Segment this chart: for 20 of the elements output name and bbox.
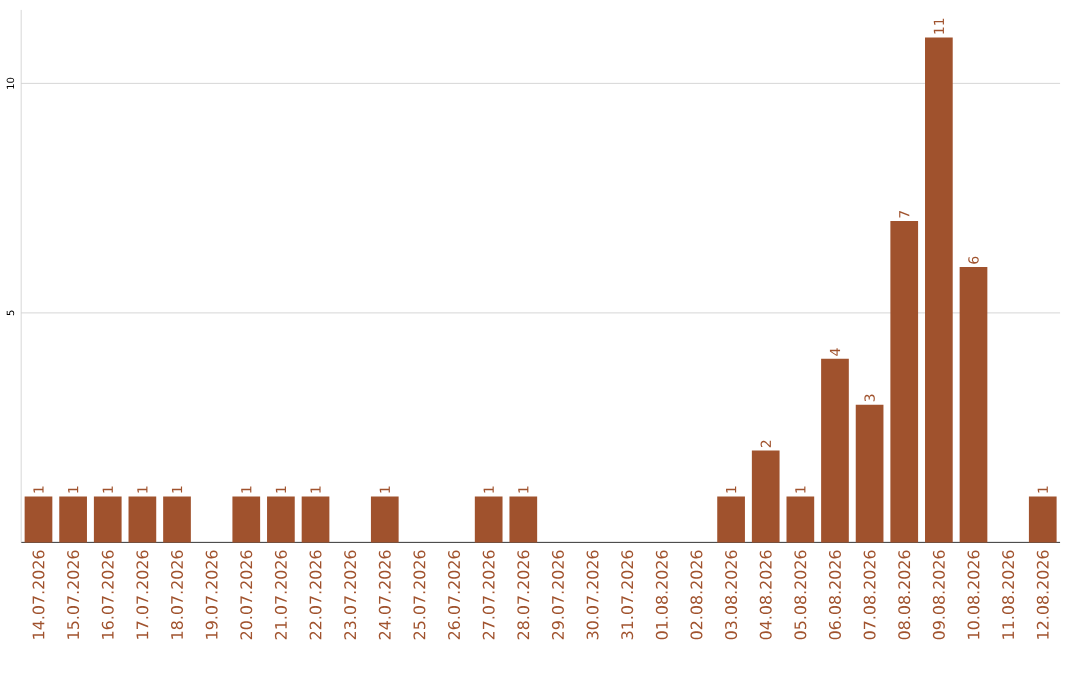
bar: [267, 496, 295, 543]
bar: [821, 358, 849, 543]
bar: [509, 496, 538, 543]
bar: [370, 496, 399, 543]
bar: [59, 496, 87, 543]
bar: [717, 496, 745, 543]
bar: [1028, 496, 1057, 543]
bar: [855, 404, 884, 543]
bar: [474, 496, 503, 543]
bar: [925, 37, 953, 543]
bar: [232, 496, 261, 543]
bar: [786, 496, 815, 543]
bar: [93, 496, 122, 543]
bar: [959, 266, 988, 543]
bar: [128, 496, 157, 543]
bar: [301, 496, 330, 543]
bar: [890, 221, 919, 543]
bar: [751, 450, 780, 543]
bar: [24, 496, 53, 543]
bar: [163, 496, 191, 543]
